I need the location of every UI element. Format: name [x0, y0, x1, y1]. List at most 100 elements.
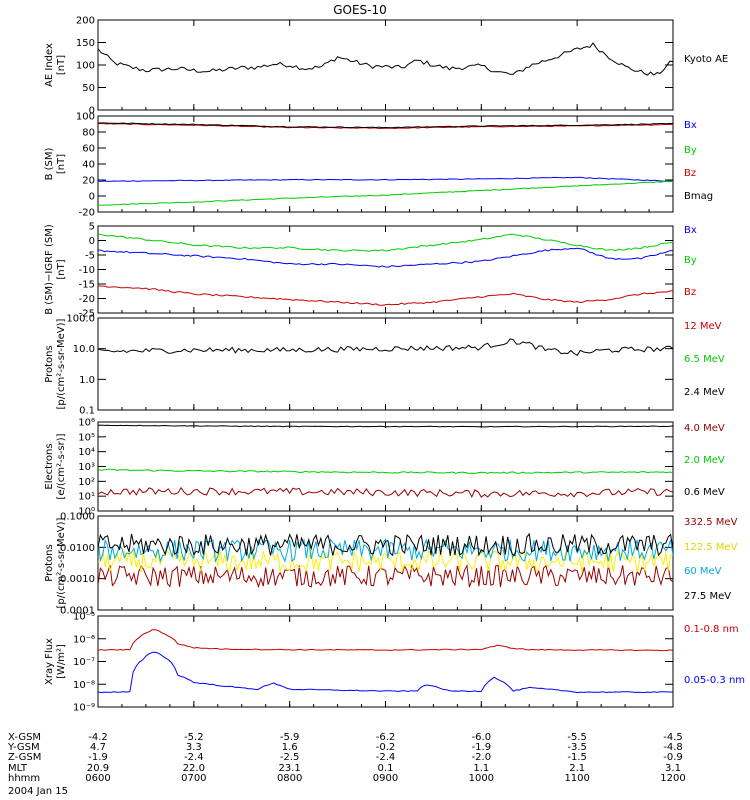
y-tick-label: 0.0001 — [60, 606, 95, 617]
ephemeris-row-label: Z-GSM — [8, 752, 41, 763]
y-axis-label: B (SM)−IGRF (SM) — [44, 224, 55, 315]
series-line-4-0-mev — [98, 486, 673, 498]
legend-entry: 2.4 MeV — [684, 387, 725, 398]
legend-entry: By — [684, 145, 697, 156]
ephemeris-value: 20.9 — [87, 763, 109, 774]
y-axis-label: [nT] — [56, 154, 67, 174]
ephemeris-value: -2.5 — [280, 752, 300, 763]
y-tick-label: 10⁴ — [78, 447, 95, 458]
series-line-by — [98, 180, 673, 206]
y-axis-label: AE Index — [44, 43, 55, 87]
panel-7: 10⁻⁹ 10⁻⁸ 10⁻⁷ 10⁻⁶ 10⁻⁵ Xray Flux [W/m²] 0.1-0… — [44, 612, 745, 714]
ephemeris-value: 0700 — [181, 773, 206, 784]
y-tick-label: 10² — [78, 477, 95, 488]
y-axis-label: Xray Flux — [44, 638, 55, 685]
y-tick-label: 10⁶ — [78, 418, 95, 429]
y-axis-label: [nT] — [56, 259, 67, 279]
series-line-bx — [98, 176, 673, 182]
ephemeris-value: -1.9 — [88, 752, 108, 763]
ephemeris-value: -6.0 — [472, 732, 492, 743]
ephemeris-value: 1200 — [660, 773, 685, 784]
legend-entry: 0.05-0.3 nm — [684, 675, 745, 686]
legend-entry: 6.5 MeV — [684, 354, 725, 365]
ephemeris-value: -1.5 — [567, 752, 587, 763]
series-line-bz — [98, 285, 673, 306]
y-axis-label: Protons — [44, 544, 55, 581]
plot-title: GOES-10 — [333, 3, 387, 17]
ephemeris-value: -5.2 — [184, 732, 204, 743]
ephemeris-value: -2.4 — [184, 752, 204, 763]
y-tick-label: 0 — [89, 192, 95, 203]
ephemeris-value: -3.5 — [567, 742, 587, 753]
ephemeris-value: 4.7 — [90, 742, 106, 753]
panel-5: 10⁰ 10¹ 10² 10³ 10⁴ 10⁵ 10⁶ Electrons [e/(cm²-s-… — [44, 418, 725, 518]
legend-entry: 60 MeV — [684, 566, 722, 577]
y-tick-label: -10 — [79, 265, 95, 276]
series-line-bx — [98, 247, 673, 268]
ephemeris-row-label: Y-GSM — [7, 742, 40, 753]
ephemeris-table: X-GSM -4.2 -5.2 -5.9 -6.2 -6.0 -5.5 -4.5 Y-GSM 4.… — [7, 732, 686, 784]
y-tick-label: -5 — [85, 251, 95, 262]
y-tick-label: 200 — [76, 16, 95, 27]
y-tick-label: 40 — [82, 160, 95, 171]
panel-4: 0.1 1.0 10.0 100.0 Protons [p/(cm²-s-sr-MeV)]… — [44, 314, 725, 417]
ephemeris-row-label: X-GSM — [8, 732, 41, 743]
y-tick-label: 10⁵ — [78, 432, 95, 443]
y-axis-label: [W/m²] — [56, 644, 67, 679]
series-line-bmag — [98, 122, 673, 129]
legend-entry: 2.0 MeV — [684, 455, 725, 466]
legend-entry: Kyoto AE — [684, 54, 728, 65]
panel-frame — [97, 115, 674, 213]
ephemeris-value: -2.4 — [376, 752, 396, 763]
ephemeris-value: 0.1 — [378, 763, 394, 774]
series-line-0-6-mev — [98, 424, 673, 428]
y-axis-label: [p/(cm²-s-sr-MeV)] — [56, 517, 67, 608]
y-axis-label: Protons — [44, 345, 55, 382]
y-axis-label: [p/(cm²-s-sr-MeV)] — [56, 318, 67, 409]
series-line-332-5-mev — [98, 564, 673, 589]
y-tick-label: 10⁻⁸ — [73, 680, 95, 691]
legend-entry: 332.5 MeV — [684, 517, 738, 528]
y-tick-label: 0.1000 — [60, 512, 95, 523]
y-tick-label: 50 — [82, 83, 95, 94]
legend-entry: Bx — [684, 120, 697, 131]
series-line-2-4-mev — [98, 338, 673, 356]
y-tick-label: 10⁻⁶ — [73, 634, 95, 645]
y-axis-label: Electrons — [44, 443, 55, 489]
y-tick-label: 100 — [76, 112, 95, 123]
ephemeris-value: -5.5 — [567, 732, 587, 743]
ephemeris-value: 0600 — [85, 773, 110, 784]
date-label: 2004 Jan 15 — [8, 786, 68, 797]
panel-1: 0 50 100 150 200 AE Index [nT] Kyoto AE — [44, 16, 728, 117]
y-tick-label: 100 — [76, 61, 95, 72]
legend-entry: 4.0 MeV — [684, 423, 725, 434]
ephemeris-value: -4.5 — [663, 732, 683, 743]
series-line-kyoto-ae — [98, 42, 673, 76]
y-tick-label: 10¹ — [78, 492, 95, 503]
ephemeris-value: -5.9 — [280, 732, 300, 743]
y-tick-label: 60 — [82, 144, 95, 155]
panel-frame — [97, 515, 674, 611]
y-tick-label: 0.1 — [79, 406, 95, 417]
ephemeris-row-label: MLT — [8, 763, 28, 774]
ephemeris-value: 22.0 — [183, 763, 205, 774]
ephemeris-value: -6.2 — [376, 732, 396, 743]
y-tick-label: 0 — [89, 106, 95, 117]
y-tick-label: -20 — [79, 208, 95, 219]
y-tick-label: -25 — [79, 309, 95, 320]
series-line-0-05-0-3-nm — [98, 651, 673, 694]
series-line-0-1-0-8-nm — [98, 629, 673, 652]
panel-frame — [97, 225, 674, 314]
y-tick-label: 10⁻⁵ — [73, 612, 95, 623]
legend-entry: Bz — [684, 168, 696, 179]
series-line-by — [98, 233, 673, 252]
ephemeris-row-label: hhmm — [8, 773, 40, 784]
legend-entry: 0.6 MeV — [684, 487, 725, 498]
y-tick-label: -15 — [79, 280, 95, 291]
panel-frame — [97, 317, 674, 411]
ephemeris-value: 3.3 — [186, 742, 202, 753]
y-tick-label: 10⁻⁷ — [73, 657, 95, 668]
legend-entry: 12 MeV — [684, 321, 722, 332]
